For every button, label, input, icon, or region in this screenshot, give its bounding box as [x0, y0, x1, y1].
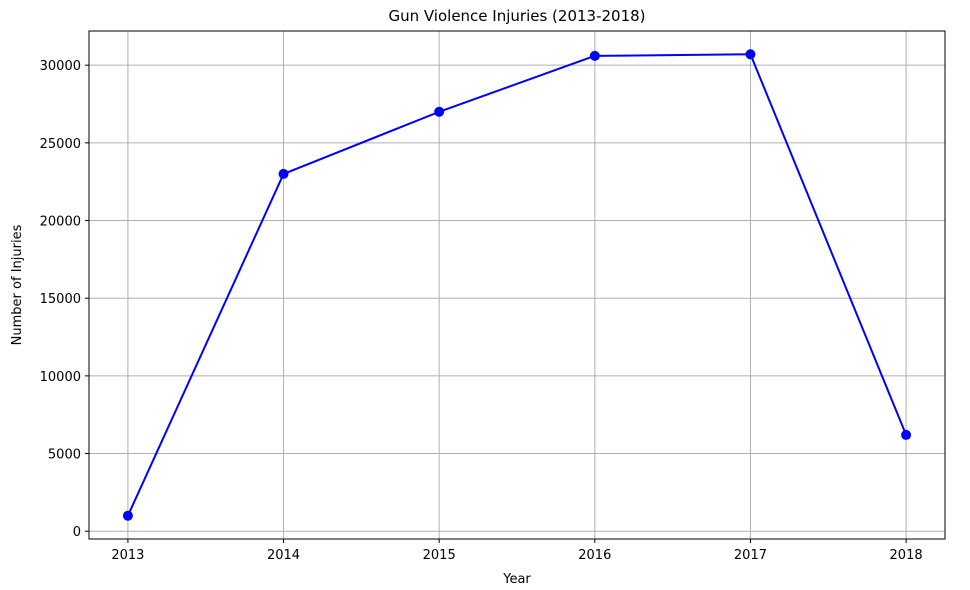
y-tick-label: 15000 — [40, 292, 81, 307]
y-tick-label: 30000 — [40, 59, 81, 74]
data-point — [278, 168, 289, 179]
data-point — [434, 106, 445, 117]
y-tick-label: 0 — [73, 525, 81, 540]
x-tick-label: 2014 — [267, 548, 300, 563]
grid — [89, 31, 945, 539]
data-point — [901, 429, 912, 440]
x-axis-label: Year — [502, 572, 531, 587]
data-point — [589, 50, 600, 61]
chart-title: Gun Violence Injuries (2013-2018) — [388, 7, 645, 25]
data-point — [745, 49, 756, 60]
plot-area — [122, 49, 912, 521]
axes: 2013 2014 2015 2016 2017 2018 0 5000 10000 15000 2… — [40, 59, 923, 563]
y-tick-label: 5000 — [48, 448, 81, 463]
data-point — [122, 510, 133, 521]
y-tick-label: 10000 — [40, 370, 81, 385]
x-tick-label: 2016 — [578, 548, 611, 563]
x-tick-label: 2017 — [734, 548, 767, 563]
x-tick-label: 2015 — [423, 548, 456, 563]
y-tick-label: 20000 — [40, 215, 81, 230]
x-tick-label: 2013 — [111, 548, 144, 563]
y-tick-label: 25000 — [40, 137, 81, 152]
y-axis-label: Number of Injuries — [10, 224, 25, 345]
x-tick-label: 2018 — [890, 548, 923, 563]
plot-frame — [88, 30, 946, 540]
series-line — [126, 53, 908, 517]
